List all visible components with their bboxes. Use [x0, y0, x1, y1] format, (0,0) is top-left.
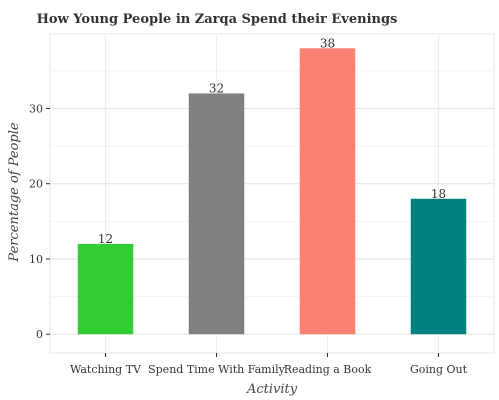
y-tick-label: 20 — [29, 178, 43, 191]
y-tick-label: 30 — [29, 102, 43, 115]
y-tick-label: 10 — [29, 253, 43, 266]
bar — [299, 48, 356, 335]
x-tick-label: Watching TV — [70, 363, 142, 376]
bar — [77, 243, 134, 335]
bar-value-label: 12 — [98, 232, 113, 246]
x-tick-label: Spend Time With Family — [148, 363, 286, 376]
y-axis-label: Percentage of People — [7, 122, 22, 262]
bar-value-label: 38 — [320, 36, 335, 50]
chart-title: How Young People in Zarqa Spend their Ev… — [37, 12, 398, 27]
bars: 12 32 38 18 — [77, 36, 467, 335]
axes: 0 10 20 30 Watching TV Spend Time With Family… — [29, 102, 468, 376]
x-tick-label: Going Out — [410, 363, 468, 376]
bar — [188, 93, 245, 335]
x-axis-label: Activity — [246, 382, 298, 397]
y-tick-label: 0 — [36, 328, 43, 341]
bar-value-label: 32 — [209, 81, 224, 95]
bar — [410, 198, 467, 335]
x-tick-label: Reading a Book — [284, 363, 372, 376]
bar-value-label: 18 — [431, 187, 446, 201]
